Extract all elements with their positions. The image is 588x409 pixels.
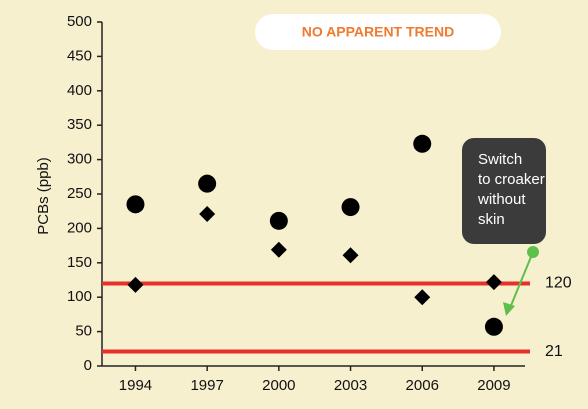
annotation: NO APPARENT TREND — [302, 24, 454, 40]
y-tick-label: 250 — [67, 185, 92, 202]
point — [198, 174, 217, 193]
point — [126, 195, 145, 214]
y-tick-label: 50 — [75, 323, 92, 340]
reference-label: 21 — [545, 343, 563, 360]
point — [342, 247, 359, 264]
y-tick-label: 100 — [67, 288, 92, 305]
y-tick-label: 150 — [67, 254, 92, 271]
y-tick-label: 200 — [67, 219, 92, 236]
annotation-pill — [255, 14, 501, 50]
callout-text: without — [477, 191, 526, 208]
point — [485, 274, 502, 291]
callout-arrowhead — [503, 302, 515, 316]
y-tick-label: 0 — [84, 357, 92, 374]
callout-text: Switch — [478, 151, 522, 168]
y-tick-label: 450 — [67, 47, 92, 64]
x-tick-label: 2006 — [406, 377, 439, 394]
reference-label: 120 — [545, 275, 572, 292]
y-tick-label: 300 — [67, 151, 92, 168]
callout-dot — [527, 246, 539, 258]
x-tick-label: 1994 — [119, 377, 152, 394]
point — [127, 276, 144, 293]
x-tick-label: 2009 — [477, 377, 510, 394]
x-tick-label: 2000 — [262, 377, 295, 394]
y-tick-label: 500 — [67, 13, 92, 30]
callout-text: to croaker — [478, 171, 545, 188]
point — [484, 317, 503, 336]
point — [199, 205, 216, 222]
point — [413, 134, 432, 153]
x-tick-label: 1997 — [190, 377, 223, 394]
y-tick-label: 350 — [67, 116, 92, 133]
callout-text: skin — [478, 211, 505, 228]
point — [414, 289, 431, 306]
x-tick-label: 2003 — [334, 377, 367, 394]
point — [270, 241, 287, 258]
y-tick-label: 400 — [67, 82, 92, 99]
callout-box — [462, 138, 546, 244]
point — [269, 211, 288, 230]
point — [341, 198, 360, 217]
callout-arrow — [509, 251, 534, 309]
y-axis-label: PCBs (ppb) — [35, 157, 52, 235]
